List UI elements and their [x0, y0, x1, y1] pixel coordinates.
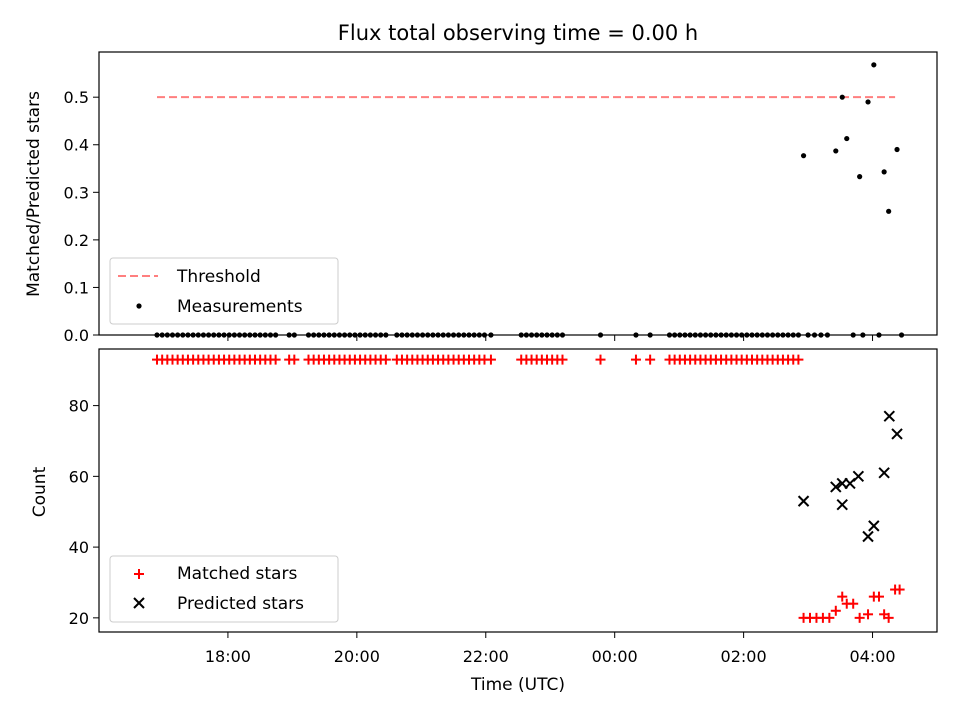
matched-star-point — [595, 354, 606, 365]
matched-star-point — [793, 354, 804, 365]
x-tick-label: 20:00 — [334, 647, 380, 666]
predicted-star-stroke-b — [862, 530, 874, 543]
matched-star-points — [152, 354, 905, 623]
top-panel: 0.0 0.1 0.2 0.3 0.4 0.5 Matched/Predicted sta… — [24, 51, 938, 345]
bottom-y-tick-label: 80 — [69, 397, 89, 416]
predicted-star-stroke-b — [830, 481, 842, 493]
predicted-star-stroke-b — [883, 410, 896, 422]
predicted-star-point — [883, 410, 896, 422]
bottom-legend-box — [109, 555, 339, 623]
x-tick-label: 00:00 — [592, 647, 638, 666]
matched-star-point — [883, 612, 894, 623]
predicted-star-stroke-b — [891, 428, 903, 440]
x-tick-label: 04:00 — [849, 647, 895, 666]
measurement-point — [844, 135, 850, 142]
top-y-axis-label: Matched/Predicted stars — [24, 91, 44, 297]
predicted-star-stroke-b — [797, 495, 810, 507]
chart-title: Flux total observing time = 0.00 h — [338, 21, 698, 45]
x-axis-label: Time (UTC) — [470, 675, 565, 695]
predicted-star-point — [830, 481, 842, 493]
matched-star-point — [270, 354, 281, 365]
legend-predicted-label: Predicted stars — [177, 594, 304, 614]
matched-star-point — [289, 354, 300, 365]
predicted-star-point — [868, 520, 880, 532]
bottom-axes-frame — [98, 348, 938, 633]
matched-star-point — [863, 609, 874, 620]
matched-star-point — [824, 612, 835, 623]
predicted-star-point — [852, 470, 865, 483]
matched-star-point — [557, 354, 568, 365]
matched-star-point — [630, 354, 641, 365]
measurement-point — [865, 99, 871, 105]
legend-measurements-swatch — [136, 303, 142, 309]
measurement-point — [839, 94, 845, 100]
top-y-tick-label: 0.5 — [64, 88, 89, 107]
measurement-point — [800, 153, 807, 159]
bottom-y-tick-label: 20 — [69, 609, 89, 628]
matched-star-point — [854, 612, 865, 623]
predicted-star-stroke-b — [878, 467, 890, 479]
x-tick-label: 22:00 — [463, 647, 509, 666]
measurement-point — [881, 169, 887, 175]
legend-matched-swatch — [134, 569, 144, 579]
predicted-star-point — [878, 467, 890, 479]
measurement-point — [886, 208, 892, 214]
predicted-star-point — [836, 498, 848, 511]
measurement-point — [833, 148, 839, 154]
top-y-tick-label: 0.1 — [64, 278, 89, 297]
matched-star-point — [848, 598, 859, 609]
legend-matched-label: Matched stars — [177, 564, 297, 584]
top-y-tick-label: 0.2 — [64, 231, 89, 250]
legend-threshold-label: Threshold — [176, 267, 261, 287]
bottom-legend: Matched stars Predicted stars — [109, 555, 339, 623]
top-axes-frame — [98, 51, 938, 336]
x-tick-label: 02:00 — [721, 647, 767, 666]
legend-predicted-swatch — [133, 597, 145, 609]
bottom-y-ticks: 20 40 60 80 — [69, 397, 99, 628]
matched-star-point — [837, 591, 848, 602]
predicted-star-point — [891, 428, 903, 440]
predicted-star-stroke-b — [836, 498, 848, 511]
legend-measurements-label: Measurements — [177, 297, 303, 317]
matched-star-point — [830, 605, 841, 616]
bottom-y-tick-label: 40 — [69, 538, 89, 557]
x-tick-label: 18:00 — [205, 647, 251, 666]
top-y-tick-label: 0.3 — [64, 183, 89, 202]
matched-star-point — [645, 354, 656, 365]
top-y-tick-label: 0.0 — [64, 326, 89, 345]
measurement-point — [894, 146, 900, 153]
top-legend-box — [109, 257, 339, 325]
bottom-y-tick-label: 60 — [69, 467, 89, 486]
matched-star-point — [873, 591, 884, 602]
predicted-star-points — [797, 410, 903, 543]
top-legend: Threshold Measurements — [109, 257, 339, 325]
predicted-star-point — [862, 530, 874, 543]
matched-star-point — [380, 354, 391, 365]
predicted-star-stroke-b — [868, 520, 880, 532]
predicted-star-point — [797, 495, 810, 507]
bottom-y-axis-label: Count — [30, 466, 50, 517]
matched-star-point — [894, 584, 905, 595]
matched-star-point — [485, 354, 496, 365]
bottom-x-ticks: 18:00 20:00 22:00 00:00 02:00 04:00 — [205, 632, 896, 666]
measurement-point — [857, 174, 863, 180]
measurement-point — [871, 62, 877, 68]
predicted-star-stroke-b — [852, 470, 865, 483]
top-y-tick-label: 0.4 — [64, 136, 89, 155]
top-y-ticks: 0.0 0.1 0.2 0.3 0.4 0.5 — [64, 88, 99, 345]
